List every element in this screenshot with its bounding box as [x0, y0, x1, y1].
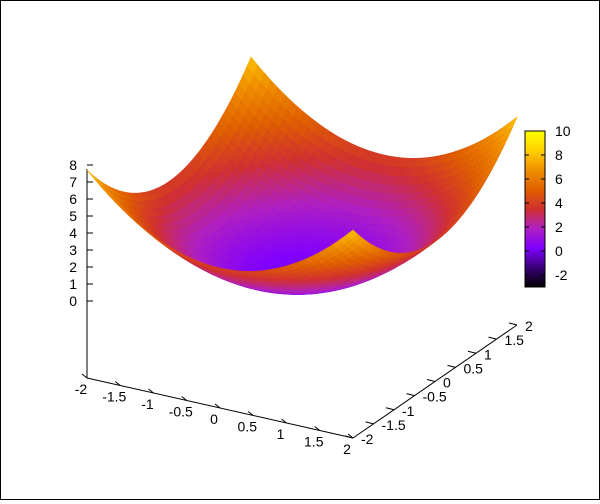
x-tick-label: -1 — [141, 396, 154, 412]
x-tick-label: -1.5 — [102, 389, 126, 405]
x-tick-label: 0.5 — [238, 419, 258, 435]
y-tick-mark — [407, 394, 415, 396]
colorbar-tick-label: 0 — [555, 243, 563, 259]
y-tick-label: -2 — [361, 431, 374, 447]
z-tick-label: 8 — [69, 157, 77, 173]
colorbar-tick-label: -2 — [555, 267, 568, 283]
colorbar-tick-label: 8 — [555, 147, 563, 163]
colorbar-tick-label: 4 — [555, 195, 563, 211]
x-tick-mark — [82, 374, 87, 378]
z-tick-label: 3 — [69, 242, 77, 258]
y-tick-label: 1 — [484, 346, 492, 362]
z-tick-label: 7 — [69, 174, 77, 190]
z-tick-label: 1 — [69, 276, 77, 292]
y-tick-mark — [509, 323, 517, 325]
y-tick-mark — [468, 351, 476, 353]
y-tick-label: -1 — [402, 403, 415, 419]
x-tick-label: 1 — [277, 426, 285, 442]
x-tick-label: -2 — [75, 381, 88, 397]
z-tick-label: 0 — [69, 293, 77, 309]
x-tick-label: 0 — [210, 411, 218, 427]
y-tick-mark — [427, 380, 435, 382]
colorbar-gradient — [525, 131, 545, 287]
colorbar-tick-label: 2 — [555, 219, 563, 235]
x-tick-label: 1.5 — [304, 434, 324, 450]
surface-mesh — [87, 57, 517, 295]
z-tick-label: 2 — [69, 259, 77, 275]
y-tick-mark — [386, 408, 394, 410]
z-tick-label: 5 — [69, 208, 77, 224]
y-tick-label: 0.5 — [464, 360, 484, 376]
y-tick-mark — [448, 365, 456, 367]
y-tick-label: 1.5 — [505, 332, 525, 348]
y-tick-label: 0 — [443, 375, 451, 391]
z-tick-label: 4 — [69, 225, 77, 241]
y-tick-label: -0.5 — [423, 389, 447, 405]
x-tick-label: -0.5 — [169, 404, 193, 420]
y-tick-label: 2 — [525, 318, 533, 334]
colorbar-tick-label: 6 — [555, 171, 563, 187]
y-tick-mark — [366, 422, 374, 424]
y-tick-mark — [489, 337, 497, 339]
colorbar-tick-label: 10 — [555, 123, 571, 139]
y-tick-label: -1.5 — [382, 417, 406, 433]
x-tick-label: 2 — [343, 441, 351, 457]
z-tick-label: 6 — [69, 191, 77, 207]
colorbar: -2 0 2 4 6 8 10 — [525, 123, 571, 287]
